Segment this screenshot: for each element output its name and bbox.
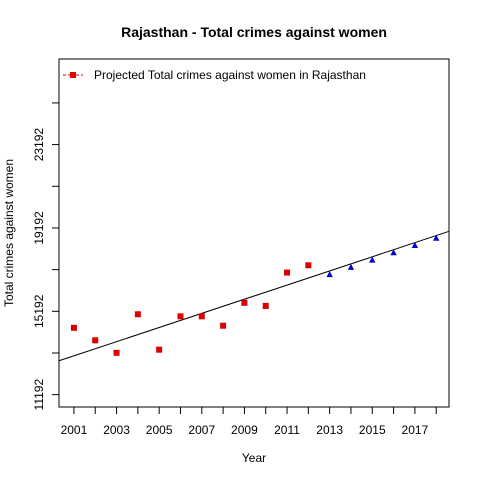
- x-tick-label: 2013: [316, 423, 343, 437]
- x-tick-label: 2015: [359, 423, 386, 437]
- projected-point: [347, 263, 355, 270]
- observed-point: [134, 311, 141, 318]
- trend-line: [58, 230, 450, 362]
- observed-point: [198, 313, 205, 320]
- projected-point: [326, 271, 333, 278]
- trend-layer: [58, 230, 450, 362]
- observed-point: [92, 337, 99, 344]
- y-tick-label: 15192: [32, 294, 46, 328]
- observed-point: [70, 324, 77, 331]
- observed-point: [177, 313, 184, 320]
- legend-marker: [70, 72, 76, 78]
- y-axis-label: Total crimes against women: [2, 159, 16, 307]
- x-tick-label: 2017: [402, 423, 429, 437]
- x-tick-label: 2001: [61, 423, 88, 437]
- legend: Projected Total crimes against women in …: [63, 68, 366, 82]
- x-tick-label: 2011: [274, 423, 300, 437]
- observed-point: [156, 346, 163, 353]
- legend-label: Projected Total crimes against women in …: [94, 68, 366, 82]
- y-tick-label: 19192: [32, 211, 46, 245]
- projected-point: [390, 249, 397, 256]
- x-tick-label: 2009: [231, 423, 258, 437]
- observed-point: [262, 302, 269, 309]
- projected-point: [433, 234, 440, 241]
- observed-point: [284, 269, 291, 276]
- x-tick-label: 2007: [188, 423, 215, 437]
- x-axis: 2001 2003 2005 2007 2009 2011 2013 2015 2017: [61, 407, 437, 437]
- y-tick-label: 11192: [32, 379, 46, 411]
- projected-point: [411, 242, 419, 249]
- observed-point: [305, 262, 312, 269]
- plot-frame: [58, 58, 450, 408]
- observed-point: [113, 349, 120, 356]
- y-axis: 11192 15192 19192 23192: [32, 102, 59, 411]
- observed-point: [220, 322, 227, 329]
- x-tick-label: 2003: [103, 423, 130, 437]
- chart-title: Rajasthan - Total crimes against women: [121, 24, 387, 40]
- x-axis-label: Year: [242, 451, 266, 465]
- projected-point: [369, 256, 376, 263]
- y-tick-label: 23192: [32, 128, 46, 162]
- x-tick-label: 2005: [146, 423, 173, 437]
- points-layer: [70, 234, 440, 356]
- observed-point: [241, 299, 248, 306]
